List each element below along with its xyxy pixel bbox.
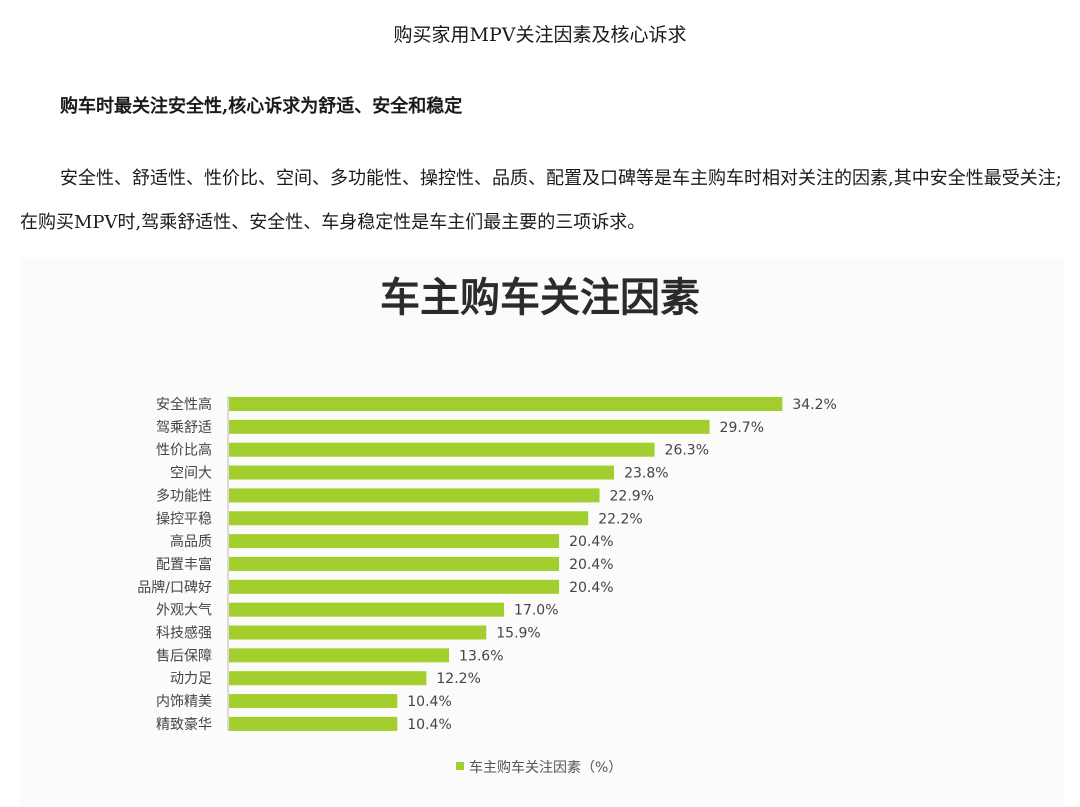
bar: [229, 534, 560, 549]
bar: [229, 442, 655, 457]
bar: [229, 694, 398, 709]
category-label: 多功能性: [156, 487, 212, 504]
category-label: 驾乘舒适: [156, 420, 212, 436]
legend-swatch: [456, 762, 464, 770]
bar: [229, 511, 589, 526]
bar: [229, 602, 505, 617]
value-label: 20.4%: [569, 557, 613, 573]
bar: [229, 556, 560, 571]
category-label: 性价比高: [156, 442, 212, 459]
bar: [229, 716, 398, 731]
category-label: 品牌/口碑好: [137, 579, 212, 596]
value-label: 12.2%: [436, 671, 480, 687]
category-label: 安全性高: [156, 396, 212, 413]
category-label: 精致豪华: [156, 717, 212, 733]
value-label: 26.3%: [665, 443, 709, 459]
category-label: 配置丰富: [156, 556, 212, 573]
value-label: 22.9%: [610, 488, 654, 504]
category-label: 外观大气: [156, 603, 212, 619]
category-label: 售后保障: [156, 648, 212, 664]
value-label: 13.6%: [459, 648, 503, 664]
value-label: 22.2%: [598, 511, 642, 527]
value-label: 10.4%: [407, 694, 451, 710]
value-label: 20.4%: [569, 580, 613, 596]
category-label: 高品质: [170, 533, 212, 550]
value-label: 17.0%: [514, 603, 558, 619]
category-label: 操控平稳: [156, 511, 212, 527]
bar: [229, 648, 450, 663]
bar: [229, 488, 600, 503]
category-label: 动力足: [170, 671, 212, 687]
category-label: 空间大: [170, 466, 212, 482]
document-paragraph: 安全性、舒适性、性价比、空间、多功能性、操控性、品质、配置及口碑等是车主购车时相…: [20, 168, 1062, 233]
value-label: 10.4%: [407, 717, 451, 733]
value-label: 34.2%: [792, 397, 836, 413]
category-label: 内饰精美: [156, 694, 212, 710]
document-subtitle: 购车时最关注安全性,核心诉求为舒适、安全和稳定: [60, 96, 463, 117]
bars-group: 安全性高 34.2% 驾乘舒适 29.7% 性价比高 26.3% 空间大 23.8% 多功能性 2…: [137, 396, 837, 733]
chart-panel: 车主购车关注因素 安全性高 34.2% 驾乘舒适 29.7% 性价比高 26.3% 空间大 2…: [20, 258, 1064, 807]
value-label: 29.7%: [720, 420, 764, 436]
bar: [229, 419, 710, 434]
legend-label: 车主购车关注因素（%）: [469, 759, 622, 776]
bar: [229, 465, 615, 480]
bar: [229, 397, 783, 411]
document-title: 购买家用MPV关注因素及核心诉求: [393, 24, 687, 46]
bar: [229, 579, 560, 594]
value-label: 20.4%: [569, 534, 613, 550]
value-label: 23.8%: [624, 466, 668, 482]
bar: [229, 671, 427, 686]
category-label: 科技感强: [156, 625, 212, 642]
chart-title: 车主购车关注因素: [380, 275, 700, 321]
bar: [229, 625, 487, 640]
bar-chart: 车主购车关注因素 安全性高 34.2% 驾乘舒适 29.7% 性价比高 26.3% 空间大 2…: [137, 275, 837, 776]
value-label: 15.9%: [496, 626, 540, 642]
